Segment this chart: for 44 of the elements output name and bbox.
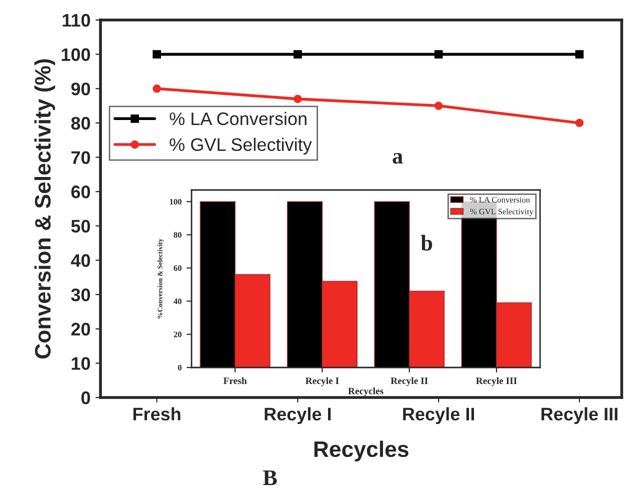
y-tick-label: 40 <box>174 298 182 304</box>
x-axis-title: Recycles <box>348 387 384 396</box>
y-tick-label: 20 <box>174 332 182 338</box>
y-tick-label: 10 <box>72 357 90 370</box>
x-tick-label: Recyle I <box>264 407 331 424</box>
x-axis-title: Recycles <box>314 440 408 462</box>
y-tick-label: 0 <box>178 364 182 370</box>
point <box>152 84 161 93</box>
y-tick-label: 70 <box>71 151 90 164</box>
point <box>575 50 584 58</box>
y-axis-title: Conversion & Selectivity (%) <box>34 59 56 358</box>
y-tick-label: 90 <box>71 82 90 96</box>
x-tick-label: Recyle II <box>390 377 428 386</box>
x-tick-label: Recyle II <box>403 407 474 424</box>
point <box>294 50 302 58</box>
legend-label: % LA Conversion <box>170 112 306 126</box>
point <box>152 50 161 58</box>
x-tick-label: Recyle I <box>306 377 339 386</box>
y-tick-label: 100 <box>170 198 182 205</box>
x-tick-label: Recyle III <box>476 377 517 386</box>
y-tick-label: 110 <box>62 14 90 27</box>
y-tick-label: 50 <box>71 220 90 233</box>
y-tick-label: 80 <box>71 116 90 130</box>
point <box>434 102 443 110</box>
y-tick-label: 30 <box>71 288 90 302</box>
y-tick-label: 40 <box>70 254 90 267</box>
y-tick-label: 20 <box>71 322 90 336</box>
point <box>575 118 584 128</box>
y-tick-label: 60 <box>71 186 90 198</box>
legend-label: % LA Conversion <box>470 196 530 203</box>
legend-label: % GVL Selectivity <box>470 208 534 216</box>
x-tick-label: Fresh <box>223 377 247 384</box>
x-tick-label: Recyle III <box>542 407 618 424</box>
y-tick-label: 100 <box>62 48 90 62</box>
y-tick-label: 60 <box>174 265 182 271</box>
annotation: a <box>392 153 403 164</box>
y-tick-label: 0 <box>81 391 90 404</box>
y-tick-label: 80 <box>174 232 182 238</box>
point <box>434 50 443 58</box>
point <box>294 94 302 104</box>
x-tick-label: Fresh <box>133 407 180 420</box>
annotation: b <box>420 234 432 251</box>
legend-label: % GVL Selectivity <box>170 138 312 155</box>
text: B <box>262 470 277 486</box>
